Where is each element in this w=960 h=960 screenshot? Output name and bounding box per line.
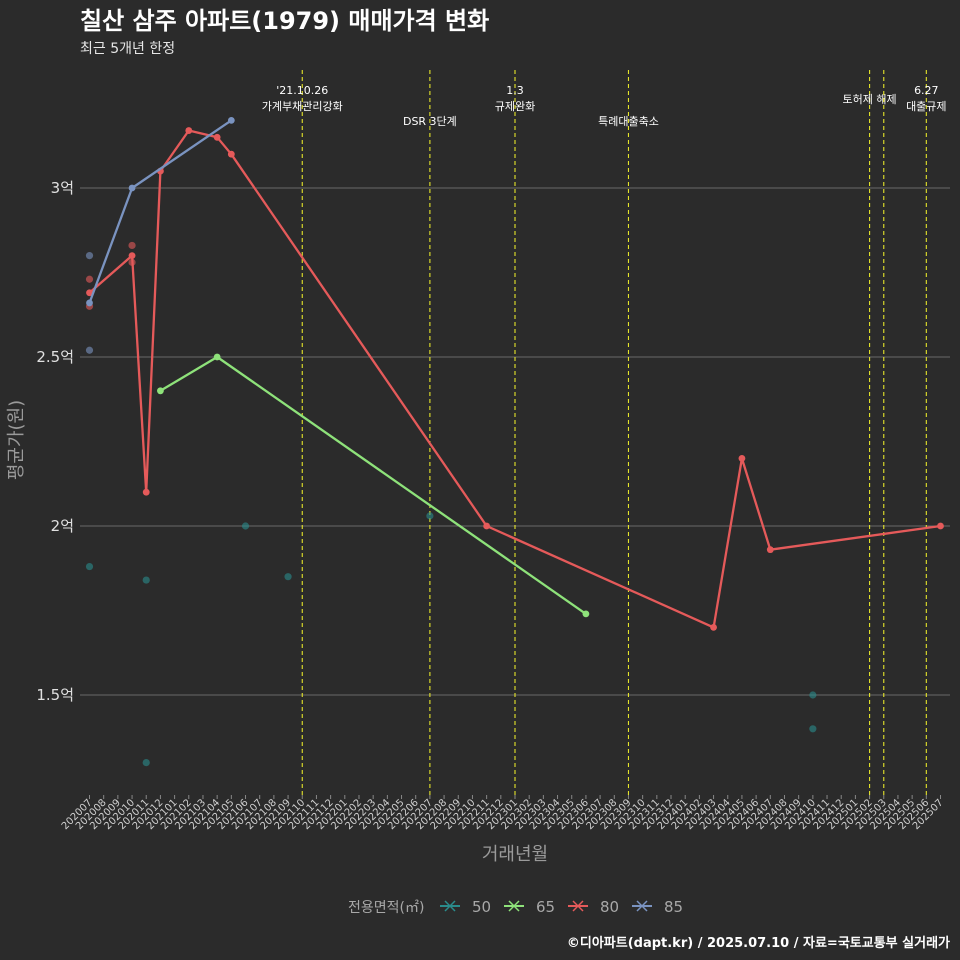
x-axis-label: 거래년월	[482, 844, 548, 865]
line-point-80	[937, 522, 944, 530]
y-axis-ticks: 1.5억 2억 2.5억 3억	[36, 179, 74, 704]
series-line-80	[88, 129, 941, 629]
line-point-80	[738, 455, 746, 462]
chart-title: 칠산 삼주 아파트(1979) 매매가격 변화	[80, 7, 489, 35]
line-point-80	[128, 252, 136, 259]
line-point-80	[213, 133, 221, 141]
scatter-point-50	[85, 562, 94, 571]
line-point-80	[86, 289, 93, 297]
y-axis-label: 평균가(원)	[6, 400, 27, 480]
scatter-point-50	[426, 512, 434, 520]
line-point-65	[582, 610, 590, 618]
legend-item-80: 80	[568, 898, 619, 916]
scatter-point-50	[142, 759, 150, 767]
chart-caption: ©디아파트(dapt.kr) / 2025.07.10 / 자료=국토교통부 실…	[567, 935, 950, 951]
event-label: 6.27	[914, 84, 939, 97]
x-axis-ticks: 2020072020082020092020102020112020122021…	[60, 795, 946, 832]
legend-label: 65	[536, 898, 555, 916]
line-point-80	[483, 522, 491, 530]
event-label: 특례대출축소	[598, 115, 659, 128]
y-tick-label: 2억	[51, 517, 74, 535]
scatter-point-50	[142, 576, 150, 584]
line-point-80	[185, 127, 193, 134]
legend-cross-icon	[572, 900, 584, 912]
legend-label: 85	[664, 898, 683, 916]
line-point-85	[128, 184, 136, 192]
legend-item-50: 50	[440, 898, 491, 916]
scatter-point-50	[809, 691, 817, 699]
line-point-85	[86, 299, 93, 307]
line-point-85	[227, 117, 235, 124]
line-point-80	[227, 150, 235, 158]
scatter-point-50	[284, 573, 292, 581]
line-point-65	[213, 353, 221, 361]
event-label: 규제완화	[495, 100, 535, 113]
y-tick-label: 1.5억	[36, 686, 74, 704]
legend-cross-icon	[636, 900, 648, 912]
legend-title: 전용면적(㎡)	[348, 900, 424, 916]
line-point-80	[766, 546, 774, 554]
line-point-65	[157, 387, 164, 395]
event-label: DSR 3단계	[403, 115, 457, 128]
event-label: 대출규제	[906, 100, 946, 113]
event-label: 1.3	[506, 84, 524, 97]
scatter-point-80	[128, 241, 136, 250]
event-label: 가계부채관리강화	[262, 100, 343, 113]
line-point-80	[710, 624, 717, 631]
y-tick-label: 3억	[51, 179, 74, 197]
y-tick-label: 2.5억	[36, 348, 74, 366]
scatter-point-50	[809, 725, 817, 733]
legend-item-65: 65	[504, 898, 555, 916]
chart-subtitle: 최근 5개년 한정	[80, 41, 175, 57]
legend: 전용면적(㎡) 50 65 80 85	[348, 898, 683, 916]
series-group	[85, 117, 944, 767]
legend-cross-icon	[508, 900, 520, 912]
event-label: '21.10.26	[276, 84, 328, 97]
legend-label: 50	[472, 898, 491, 916]
event-label: 토허제 해제	[843, 92, 897, 106]
legend-item-85: 85	[632, 898, 683, 916]
scatter-point-85	[85, 252, 94, 260]
scatter-point-85	[85, 346, 94, 354]
scatter-point-80	[85, 275, 94, 283]
scatter-point-50	[241, 522, 250, 530]
legend-cross-icon	[444, 900, 456, 912]
line-point-80	[142, 488, 150, 496]
legend-label: 80	[600, 898, 619, 916]
